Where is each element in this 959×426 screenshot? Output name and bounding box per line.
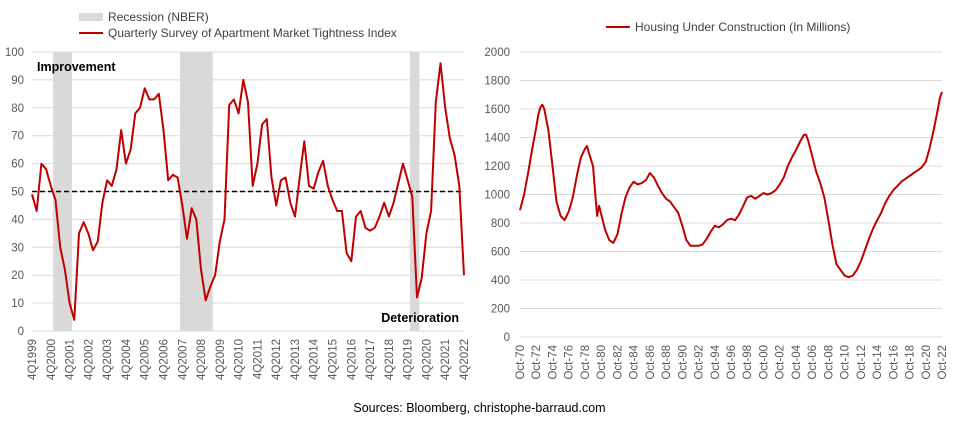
x-tick-label: 4Q2021 xyxy=(440,339,452,380)
x-tick-label: 4Q2015 xyxy=(328,339,340,380)
x-tick-label: 4Q2022 xyxy=(459,339,471,380)
y-tick-label: 1200 xyxy=(484,161,510,173)
x-tick-label: Oct-22 xyxy=(937,345,949,380)
y-tick-label: 50 xyxy=(11,187,24,199)
x-tick-label: Oct-00 xyxy=(758,345,770,380)
y-tick-label: 800 xyxy=(491,218,510,230)
y-tick-label: 70 xyxy=(11,131,24,143)
x-tick-label: 4Q2014 xyxy=(309,338,321,380)
legend-swatch-recession xyxy=(79,13,103,21)
x-tick-label: 4Q2008 xyxy=(196,339,208,380)
y-tick-label: 40 xyxy=(11,214,24,226)
x-tick-label: 4Q2007 xyxy=(177,339,189,380)
y-tick-label: 400 xyxy=(491,275,510,287)
annotation-deterioration: Deterioration xyxy=(381,311,459,325)
x-tick-label: Oct-96 xyxy=(726,345,738,380)
y-tick-label: 1600 xyxy=(484,104,510,116)
x-tick-label: 4Q2004 xyxy=(121,338,133,380)
x-tick-label: 4Q2018 xyxy=(384,339,396,380)
x-tick-label: Oct-78 xyxy=(580,345,592,380)
x-tick-label: Oct-06 xyxy=(807,345,819,380)
x-tick-label: 4Q2011 xyxy=(252,339,264,379)
y-tick-label: 90 xyxy=(11,75,24,87)
y-tick-label: 100 xyxy=(5,47,24,59)
x-tick-label: Oct-74 xyxy=(547,344,559,379)
y-tick-label: 2000 xyxy=(484,47,510,59)
y-tick-label: 30 xyxy=(11,242,24,254)
source-note: Sources: Bloomberg, christophe-barraud.c… xyxy=(353,401,606,415)
y-tick-label: 60 xyxy=(11,159,24,171)
x-tick-label: 4Q2000 xyxy=(46,339,58,380)
x-tick-label: 4Q2003 xyxy=(102,339,114,380)
y-tick-label: 1400 xyxy=(484,133,510,145)
x-tick-label: Oct-88 xyxy=(661,345,673,380)
annotation-improvement: Improvement xyxy=(37,60,116,74)
y-tick-label: 1800 xyxy=(484,76,510,88)
x-tick-label: Oct-04 xyxy=(791,344,803,379)
y-tick-label: 10 xyxy=(11,298,24,310)
x-tick-label: Oct-80 xyxy=(596,345,608,380)
x-tick-label: Oct-70 xyxy=(515,345,527,380)
x-tick-label: 4Q2012 xyxy=(271,339,283,380)
series-line-tightness-index xyxy=(31,62,465,321)
legend-label-tightness-index: Quarterly Survey of Apartment Market Tig… xyxy=(108,26,397,40)
x-tick-label: 4Q2020 xyxy=(421,339,433,380)
x-tick-label: Oct-76 xyxy=(564,345,576,380)
x-tick-label: Oct-72 xyxy=(531,345,543,380)
y-tick-label: 600 xyxy=(491,247,510,259)
x-tick-label: Oct-02 xyxy=(775,345,787,380)
y-tick-label: 1000 xyxy=(484,190,510,202)
x-tick-label: 4Q2016 xyxy=(346,339,358,380)
x-tick-label: Oct-10 xyxy=(840,345,852,380)
x-tick-label: 4Q2013 xyxy=(290,339,302,380)
y-tick-label: 20 xyxy=(11,270,24,282)
x-tick-label: Oct-18 xyxy=(905,345,917,380)
legend-label-housing: Housing Under Construction (In Millions) xyxy=(635,20,850,34)
x-tick-label: Oct-84 xyxy=(629,344,641,379)
x-tick-label: 4Q2005 xyxy=(140,339,152,380)
x-tick-label: 4Q2010 xyxy=(234,339,246,380)
x-tick-label: Oct-90 xyxy=(677,345,689,380)
x-tick-label: 4Q1999 xyxy=(27,339,39,380)
y-tick-label: 0 xyxy=(504,332,510,344)
y-tick-label: 0 xyxy=(18,326,24,338)
x-tick-label: 4Q2009 xyxy=(215,339,227,380)
x-tick-label: Oct-82 xyxy=(612,345,624,380)
series-line-housing-under-construction xyxy=(519,91,943,279)
x-tick-label: 4Q2019 xyxy=(403,339,415,380)
x-tick-label: Oct-12 xyxy=(856,345,868,380)
x-tick-label: 4Q2006 xyxy=(158,339,170,380)
x-tick-label: Oct-20 xyxy=(921,345,933,380)
x-tick-label: 4Q2001 xyxy=(65,339,77,380)
x-tick-label: Oct-08 xyxy=(823,345,835,380)
x-tick-label: Oct-92 xyxy=(694,345,706,380)
x-tick-label: 4Q2017 xyxy=(365,339,377,380)
x-tick-label: Oct-16 xyxy=(888,345,900,380)
x-tick-label: Oct-98 xyxy=(742,345,754,380)
x-tick-label: Oct-94 xyxy=(710,344,722,379)
y-tick-label: 80 xyxy=(11,103,24,115)
legend-label-recession: Recession (NBER) xyxy=(108,10,209,24)
y-tick-label: 200 xyxy=(491,304,510,316)
x-tick-label: 4Q2002 xyxy=(83,339,95,380)
x-tick-label: Oct-14 xyxy=(872,344,884,379)
x-tick-label: Oct-86 xyxy=(645,345,657,380)
